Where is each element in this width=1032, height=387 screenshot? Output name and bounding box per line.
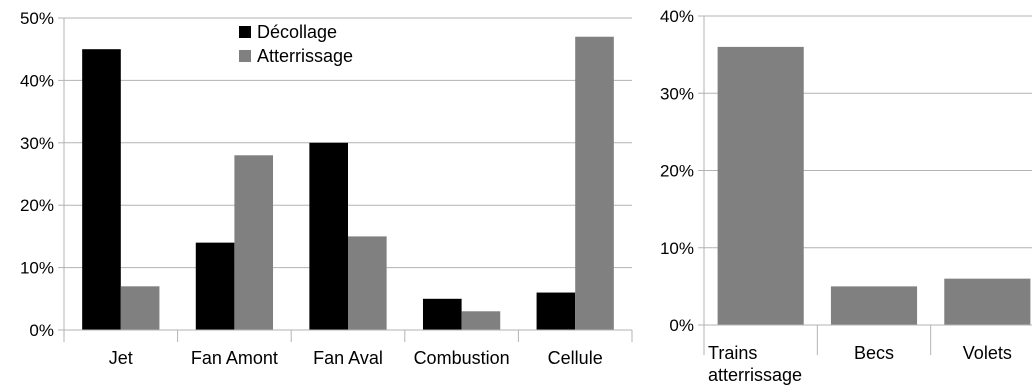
- left-legend-swatch: [239, 26, 251, 38]
- left-bar: [82, 49, 121, 330]
- left-ytick-label: 10%: [20, 259, 54, 278]
- left-bar: [575, 36, 614, 330]
- left-bar: [120, 286, 160, 330]
- left-legend-swatch: [239, 50, 251, 62]
- left-category-label: Fan Amont: [191, 348, 278, 368]
- right-category-label: Becs: [854, 343, 894, 363]
- left-category-label: Cellule: [548, 348, 603, 368]
- left-ytick-label: 0%: [29, 321, 54, 340]
- left-ytick-label: 50%: [20, 9, 54, 28]
- left-legend-label: Atterrissage: [257, 46, 353, 66]
- left-bar: [422, 298, 462, 330]
- left-category-label: Combustion: [414, 348, 510, 368]
- right-ytick-label: 40%: [660, 7, 694, 26]
- left-bar: [234, 155, 274, 330]
- right-category-label: Volets: [963, 343, 1012, 363]
- right-ytick-label: 30%: [660, 84, 694, 103]
- right-category-label: atterrissage: [708, 365, 802, 385]
- left-bar: [348, 236, 387, 330]
- left-ytick-label: 30%: [20, 134, 54, 153]
- left-ytick-label: 20%: [20, 196, 54, 215]
- left-category-label: Jet: [109, 348, 133, 368]
- chart-left: 0% 10% 20% 30% 40% 50% Jet Fan Amont Fan Aval Com…: [20, 9, 633, 368]
- right-bar: [944, 278, 1031, 325]
- right-bar: [717, 46, 804, 326]
- left-bar: [195, 242, 235, 330]
- left-category-label: Fan Aval: [313, 348, 383, 368]
- right-ytick-label: 20%: [660, 162, 694, 181]
- left-bar: [461, 311, 501, 330]
- left-bar: [309, 142, 348, 330]
- right-bar: [830, 286, 918, 325]
- right-category-label: Trains: [708, 343, 757, 363]
- left-ytick-label: 40%: [20, 71, 54, 90]
- right-ytick-label: 0%: [669, 316, 694, 335]
- left-bar: [536, 292, 576, 330]
- right-ytick-label: 10%: [660, 239, 694, 258]
- left-legend-label: Décollage: [257, 22, 337, 42]
